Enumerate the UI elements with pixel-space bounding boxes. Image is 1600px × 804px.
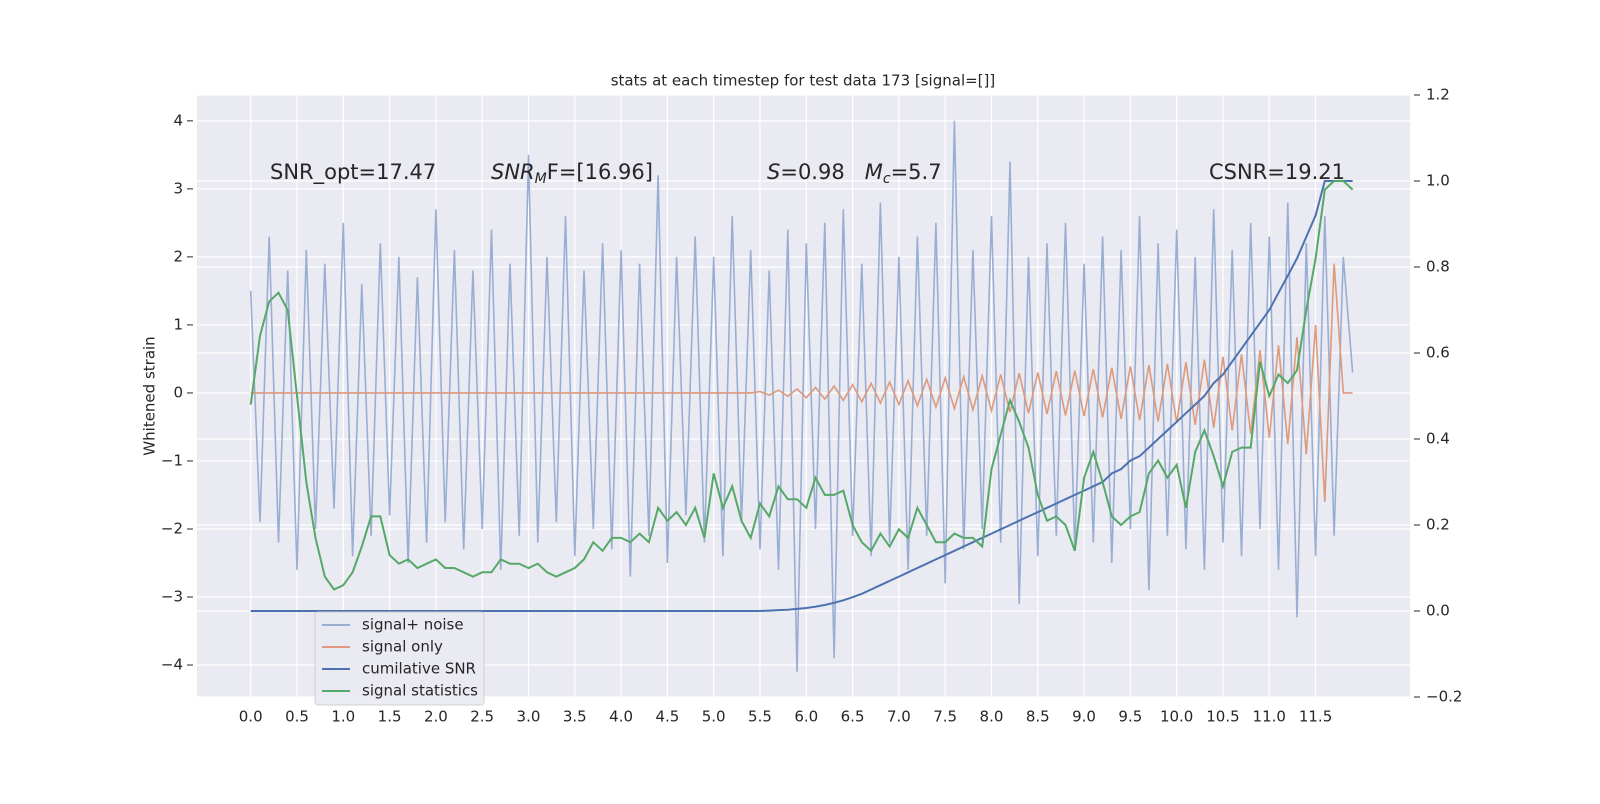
series-line bbox=[249, 180, 1354, 591]
x-tick-label: 8.0 bbox=[980, 708, 1004, 726]
legend-box bbox=[314, 611, 485, 706]
x-tick-label: 8.5 bbox=[1026, 708, 1050, 726]
x-tick-label: 2.5 bbox=[470, 708, 494, 726]
x-tick-label: 1.5 bbox=[378, 708, 402, 726]
x-tick-label: 3.0 bbox=[517, 708, 541, 726]
x-tick-label: 4.5 bbox=[655, 708, 679, 726]
legend-label: signal only bbox=[362, 638, 443, 656]
annotation-part: M bbox=[535, 171, 547, 187]
x-tick-label: 0.5 bbox=[285, 708, 309, 726]
annotation-part: =0.98 bbox=[780, 160, 864, 184]
legend-label: signal statistics bbox=[362, 682, 478, 700]
y-tick-label: 3 bbox=[173, 179, 183, 197]
legend-label: signal+ noise bbox=[362, 616, 464, 634]
annotation: S=0.98 Mc=5.7 bbox=[767, 160, 942, 187]
x-tick-label: 11.0 bbox=[1253, 708, 1286, 726]
annotation-part: c bbox=[883, 171, 891, 187]
x-tick-label: 6.0 bbox=[794, 708, 818, 726]
y-axis-label: Whitened strain bbox=[141, 336, 159, 455]
x-tick-label: 10.5 bbox=[1206, 708, 1239, 726]
x-tick-label: 1.0 bbox=[331, 708, 355, 726]
annotation: CSNR=19.21 bbox=[1209, 160, 1345, 184]
legend-label: cumilative SNR bbox=[362, 660, 476, 678]
y-tick-label: −1 bbox=[161, 451, 183, 469]
legend: signal+ noise signal only cumilative SNR si… bbox=[314, 611, 485, 706]
x-tick-label: 5.0 bbox=[702, 708, 726, 726]
x-tick-label: 5.5 bbox=[748, 708, 772, 726]
x-tick-label: 3.5 bbox=[563, 708, 587, 726]
annotation: SNR_opt=17.47 bbox=[270, 160, 436, 185]
marks bbox=[249, 120, 1354, 672]
y-tick-label: −3 bbox=[161, 588, 183, 606]
y-tick-label: 2 bbox=[173, 247, 183, 265]
y2-tick-label: 0.6 bbox=[1426, 344, 1450, 362]
annotation-part: F=[16.96] bbox=[547, 160, 653, 184]
annotation-part: SNR_opt=17.47 bbox=[270, 160, 436, 185]
y2-tick-label: 1.0 bbox=[1426, 172, 1450, 190]
series-line bbox=[249, 120, 1354, 672]
y-tick-label: −2 bbox=[161, 519, 183, 537]
y2-tick-label: 0.0 bbox=[1426, 602, 1450, 620]
annotations: SNR_opt=17.47 SNRMF=[16.96] S=0.98 Mc=5.7 C… bbox=[270, 160, 1345, 187]
y2-tick-label: 0.8 bbox=[1426, 258, 1450, 276]
x-tick-label: 2.0 bbox=[424, 708, 448, 726]
x-tick-label: 10.0 bbox=[1160, 708, 1193, 726]
annotation-part: CSNR=19.21 bbox=[1209, 160, 1345, 184]
y-tick-label: 4 bbox=[173, 111, 183, 129]
x-tick-label: 9.5 bbox=[1118, 708, 1142, 726]
chart-title: stats at each timestep for test data 173… bbox=[611, 72, 996, 90]
y-tick-label: −4 bbox=[161, 656, 183, 674]
series-line bbox=[250, 263, 1353, 502]
x-tick-label: 7.0 bbox=[887, 708, 911, 726]
x-tick-label: 9.0 bbox=[1072, 708, 1096, 726]
y2-tick-label: 0.2 bbox=[1426, 516, 1450, 534]
y2-tick-label: 0.4 bbox=[1426, 430, 1450, 448]
y2-tick-label: 1.2 bbox=[1426, 86, 1450, 104]
annotation: SNRMF=[16.96] bbox=[491, 160, 653, 187]
grid bbox=[197, 94, 1410, 698]
x-tick-label: 4.0 bbox=[609, 708, 633, 726]
annotation-part: SNR bbox=[491, 160, 535, 184]
annotation-part: S bbox=[767, 160, 780, 184]
y-tick-label: 0 bbox=[173, 383, 183, 401]
y2-tick-label: −0.2 bbox=[1426, 688, 1462, 706]
annotation-part: M bbox=[865, 160, 883, 184]
x-tick-label: 0.0 bbox=[239, 708, 263, 726]
annotation-part: =5.7 bbox=[891, 160, 942, 184]
x-tick-label: 11.5 bbox=[1299, 708, 1332, 726]
y-tick-label: 1 bbox=[173, 315, 183, 333]
x-tick-label: 7.5 bbox=[933, 708, 957, 726]
x-tick-label: 6.5 bbox=[841, 708, 865, 726]
series-line bbox=[250, 180, 1353, 612]
